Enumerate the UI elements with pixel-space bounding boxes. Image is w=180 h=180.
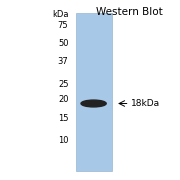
Bar xyxy=(76,13,112,171)
Text: 75: 75 xyxy=(58,21,68,30)
Text: Western Blot: Western Blot xyxy=(96,7,163,17)
Text: 20: 20 xyxy=(58,94,68,103)
Text: 18kDa: 18kDa xyxy=(131,99,161,108)
Text: 10: 10 xyxy=(58,136,68,145)
Text: kDa: kDa xyxy=(52,10,68,19)
Text: 25: 25 xyxy=(58,80,68,89)
Text: 37: 37 xyxy=(58,57,68,66)
Text: 15: 15 xyxy=(58,114,68,123)
Ellipse shape xyxy=(81,100,106,107)
Text: 50: 50 xyxy=(58,39,68,48)
